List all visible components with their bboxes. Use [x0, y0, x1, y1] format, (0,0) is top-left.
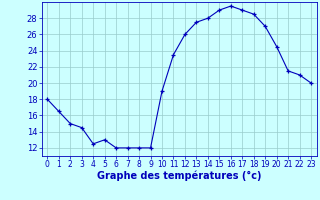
X-axis label: Graphe des températures (°c): Graphe des températures (°c)	[97, 171, 261, 181]
